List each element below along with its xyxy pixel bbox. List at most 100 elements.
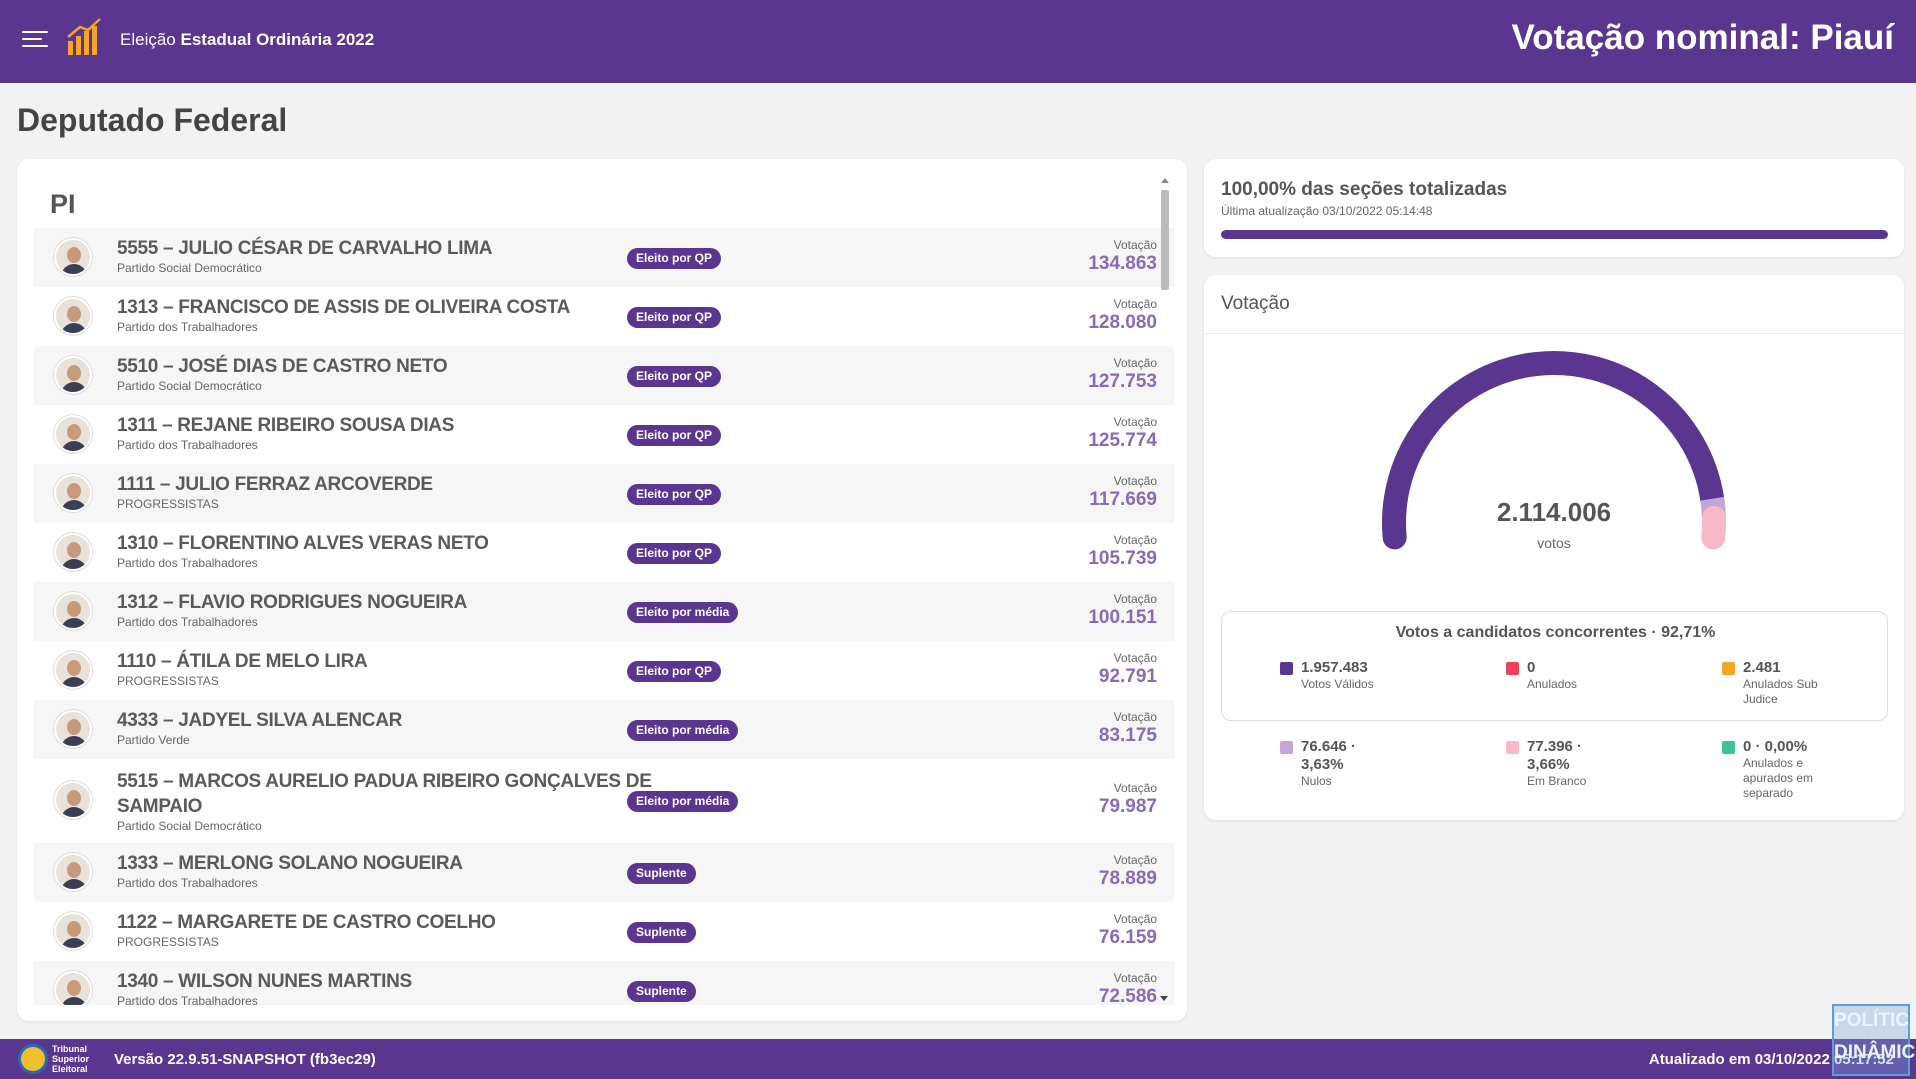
watermark-line-1: POLÍTICA	[1834, 1010, 1916, 1031]
office-title: Deputado Federal	[17, 102, 288, 138]
legend-swatch	[1506, 741, 1519, 754]
candidate-votes: Votação 127.753	[1088, 356, 1157, 393]
candidate-name: 1311 – REJANE RIBEIRO SOUSA DIAS	[117, 415, 455, 436]
candidate-votes: Votação 78.889	[1099, 853, 1157, 890]
candidate-party: PROGRESSISTAS	[117, 674, 219, 688]
votes-label: Votação	[1113, 709, 1157, 724]
candidate-name: 1122 – MARGARETE DE CASTRO COELHO	[117, 912, 496, 933]
candidate-name: 1312 – FLAVIO RODRIGUES NOGUEIRA	[117, 592, 468, 613]
candidate-row[interactable]: 4333 – JADYEL SILVA ALENCAR Partido Verde…	[34, 700, 1174, 759]
tse-logo-text: Tribunal Superior Eleitoral	[52, 1044, 89, 1074]
app-title-bold: Estadual Ordinária 2022	[180, 30, 375, 49]
candidate-name: 5555 – JULIO CÉSAR DE CARVALHO LIMA	[117, 238, 493, 259]
votes-label: Votação	[1113, 532, 1157, 547]
candidate-name: 1340 – WILSON NUNES MARTINS	[117, 971, 412, 992]
candidate-info: 1111 – JULIO FERRAZ ARCOVERDE PROGRESSIST…	[117, 472, 433, 512]
candidate-info: 1310 – FLORENTINO ALVES VERAS NETO Partid…	[117, 531, 489, 571]
votes-value: 100.151	[1088, 606, 1157, 628]
candidate-votes: Votação 128.080	[1088, 297, 1157, 334]
candidate-votes: Votação 79.987	[1099, 781, 1157, 818]
candidate-info: 1340 – WILSON NUNES MARTINS Partido dos T…	[117, 969, 412, 1005]
scroll-thumb[interactable]	[1161, 190, 1169, 290]
candidate-photo	[54, 414, 92, 453]
scroll-down-icon[interactable]	[1160, 996, 1168, 1001]
scroll-up-icon[interactable]	[1160, 178, 1169, 183]
status-badge: Eleito por QP	[627, 660, 722, 682]
candidate-row[interactable]: 5515 – MARCOS AURELIO PADUA RIBEIRO GONÇ…	[34, 759, 1174, 843]
candidate-photo	[54, 911, 92, 950]
status-badge: Eleito por QP	[627, 424, 722, 446]
candidate-row[interactable]: 5555 – JULIO CÉSAR DE CARVALHO LIMA Parti…	[34, 228, 1174, 287]
candidate-party: Partido Social Democrático	[117, 261, 262, 275]
state-label: PI	[50, 189, 76, 219]
candidate-party: Partido Verde	[117, 733, 190, 747]
progress-fill	[1221, 230, 1888, 239]
votes-value: 92.791	[1098, 665, 1157, 687]
candidate-name: 1110 – ÁTILA DE MELO LIRA	[117, 651, 368, 672]
candidate-photo	[54, 473, 92, 512]
candidate-name: 4333 – JADYEL SILVA ALENCAR	[117, 710, 403, 731]
candidate-votes: Votação 105.739	[1088, 533, 1157, 570]
candidate-list[interactable]: 5555 – JULIO CÉSAR DE CARVALHO LIMA Parti…	[34, 228, 1174, 1005]
vote-gauge	[1382, 351, 1726, 550]
candidate-row[interactable]: 1122 – MARGARETE DE CASTRO COELHO PROGRES…	[34, 902, 1174, 961]
list-scrollbar[interactable]	[1158, 176, 1171, 1005]
candidate-party: PROGRESSISTAS	[117, 935, 219, 949]
legend-label: Votos Válidos	[1301, 677, 1374, 691]
top-bar: Eleição Estadual Ordinária 2022 Votação …	[0, 0, 1916, 83]
votes-value: 76.159	[1098, 926, 1157, 948]
candidate-row[interactable]: 1311 – REJANE RIBEIRO SOUSA DIAS Partido …	[34, 405, 1174, 464]
totalization-progress-bar	[1221, 230, 1888, 239]
legend-label: Nulos	[1301, 774, 1332, 788]
votes-label: Votação	[1113, 650, 1157, 665]
votes-label: Votação	[1113, 970, 1157, 985]
votes-label: Votação	[1113, 355, 1157, 370]
legend-item: 2.481 Anulados Sub Judice	[1722, 659, 1852, 707]
candidate-name: 1111 – JULIO FERRAZ ARCOVERDE	[117, 474, 433, 495]
candidate-party: Partido dos Trabalhadores	[117, 320, 258, 334]
candidate-photo	[54, 296, 92, 335]
legend-value: 2.481	[1743, 659, 1781, 676]
votes-value: 72.586	[1098, 985, 1157, 1006]
total-votes: 2.114.006	[1496, 497, 1612, 527]
candidate-photo	[54, 970, 92, 1005]
total-votes-label: votos	[1537, 535, 1571, 551]
candidate-row[interactable]: 1312 – FLAVIO RODRIGUES NOGUEIRA Partido …	[34, 582, 1174, 641]
candidate-info: 5510 – JOSÉ DIAS DE CASTRO NETO Partido S…	[117, 354, 448, 394]
legend-label: Anulados	[1527, 677, 1578, 691]
candidate-row[interactable]: 1313 – FRANCISCO DE ASSIS DE OLIVEIRA CO…	[34, 287, 1174, 346]
candidate-row[interactable]: 1340 – WILSON NUNES MARTINS Partido dos T…	[34, 961, 1174, 1005]
votes-label: Votação	[1113, 237, 1157, 252]
politica-dinamica-watermark: POLÍTICA · · · DINÂMICA	[1832, 1004, 1916, 1076]
legend-value: 76.646 · 3,63%	[1301, 738, 1357, 773]
hamburger-menu-icon[interactable]	[22, 31, 48, 51]
candidate-row[interactable]: 1333 – MERLONG SOLANO NOGUEIRA Partido do…	[34, 843, 1174, 902]
status-badge: Eleito por QP	[627, 365, 722, 387]
tse-line-2: Superior	[52, 1054, 90, 1064]
votes-value: 128.080	[1088, 311, 1157, 333]
candidate-votes: Votação 92.791	[1099, 651, 1157, 688]
candidate-photo	[54, 355, 92, 394]
concorrentes-box: Votos a candidatos concorrentes · 92,71%	[1221, 611, 1888, 721]
candidate-info: 1122 – MARGARETE DE CASTRO COELHO PROGRES…	[117, 910, 496, 950]
candidate-row[interactable]: 1310 – FLORENTINO ALVES VERAS NETO Partid…	[34, 523, 1174, 582]
candidate-info: 5515 – MARCOS AURELIO PADUA RIBEIRO GONÇ…	[117, 769, 652, 834]
votacao-card: Votação 2.114.006 votos Votos a candidat…	[1204, 275, 1904, 820]
candidate-votes: Votação 134.863	[1088, 238, 1157, 275]
candidate-row[interactable]: 1110 – ÁTILA DE MELO LIRA PROGRESSISTAS El…	[34, 641, 1174, 700]
candidate-name: 5510 – JOSÉ DIAS DE CASTRO NETO	[117, 356, 448, 377]
status-badge: Eleito por QP	[627, 542, 722, 564]
status-badge: Suplente	[627, 862, 696, 884]
candidate-photo	[54, 709, 92, 748]
legend-value: 0 · 0,00%	[1743, 738, 1808, 755]
tse-logo-icon	[18, 1044, 48, 1074]
votes-value: 117.669	[1089, 488, 1157, 510]
candidate-row[interactable]: 1111 – JULIO FERRAZ ARCOVERDE PROGRESSIST…	[34, 464, 1174, 523]
votes-value: 83.175	[1098, 724, 1157, 746]
legend-label: Em Branco	[1527, 774, 1587, 788]
legend-value: 0	[1527, 659, 1536, 676]
votes-value: 125.774	[1088, 429, 1157, 451]
legend-item: 0 Anulados	[1506, 659, 1636, 692]
candidate-row[interactable]: 5510 – JOSÉ DIAS DE CASTRO NETO Partido S…	[34, 346, 1174, 405]
candidate-name: 5515 – MARCOS AURELIO PADUA RIBEIRO GONÇ…	[117, 771, 652, 792]
